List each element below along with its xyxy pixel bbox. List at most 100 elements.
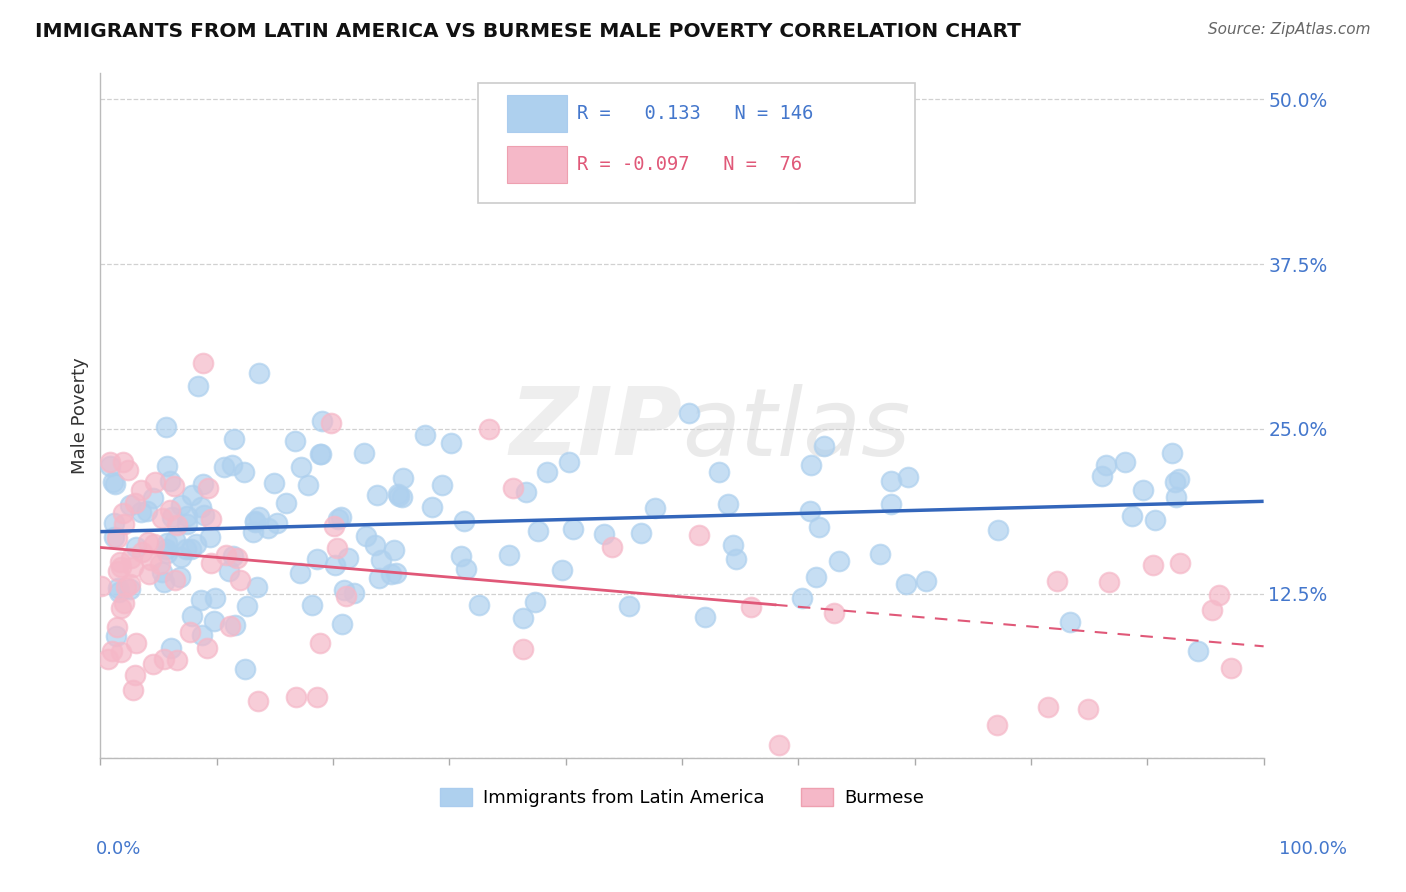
Point bbox=[512, 611, 534, 625]
Point bbox=[391, 490, 413, 504]
Point bbox=[117, 463, 139, 477]
Point bbox=[156, 459, 179, 474]
Point bbox=[319, 417, 342, 431]
Point bbox=[415, 427, 437, 442]
Point bbox=[717, 497, 740, 511]
Point bbox=[159, 502, 181, 516]
Point bbox=[382, 542, 405, 557]
Point bbox=[155, 542, 177, 557]
Point bbox=[160, 509, 183, 524]
FancyBboxPatch shape bbox=[508, 146, 567, 184]
Point bbox=[343, 586, 366, 600]
Point bbox=[166, 653, 188, 667]
Point bbox=[354, 529, 377, 543]
Point bbox=[105, 531, 128, 545]
Point bbox=[1098, 575, 1121, 590]
Point bbox=[98, 455, 121, 469]
Point bbox=[243, 514, 266, 528]
Point bbox=[197, 640, 219, 655]
Point bbox=[468, 598, 491, 612]
Point bbox=[1059, 615, 1081, 629]
Point bbox=[103, 530, 125, 544]
Point bbox=[112, 506, 135, 520]
Point bbox=[190, 500, 212, 514]
Point bbox=[335, 589, 357, 603]
Point bbox=[221, 458, 243, 472]
Point bbox=[1167, 473, 1189, 487]
Point bbox=[367, 571, 389, 585]
Point bbox=[176, 541, 198, 556]
Point bbox=[1168, 557, 1191, 571]
Point bbox=[247, 510, 270, 524]
Point bbox=[453, 514, 475, 528]
Point bbox=[98, 458, 121, 473]
Point bbox=[142, 657, 165, 672]
Point bbox=[181, 488, 204, 502]
Point bbox=[169, 570, 191, 584]
Point bbox=[1219, 660, 1241, 674]
Point bbox=[1164, 475, 1187, 489]
Point bbox=[218, 564, 240, 578]
Point bbox=[326, 541, 349, 556]
Point bbox=[121, 683, 143, 698]
Point bbox=[124, 668, 146, 682]
Point bbox=[226, 550, 249, 565]
Point bbox=[129, 504, 152, 518]
Point bbox=[478, 422, 501, 436]
Point bbox=[124, 496, 146, 510]
Point bbox=[170, 498, 193, 512]
Point bbox=[153, 575, 176, 590]
Point bbox=[103, 516, 125, 530]
Point bbox=[165, 533, 187, 547]
Point bbox=[186, 537, 208, 551]
Point bbox=[806, 570, 828, 584]
Point bbox=[1201, 603, 1223, 617]
Point bbox=[502, 481, 524, 495]
Point bbox=[536, 465, 558, 479]
Point bbox=[364, 538, 387, 552]
FancyBboxPatch shape bbox=[478, 83, 915, 203]
Point bbox=[512, 642, 534, 657]
Point bbox=[336, 551, 359, 566]
Point bbox=[330, 510, 353, 524]
Point bbox=[297, 478, 319, 492]
Point bbox=[388, 489, 411, 503]
Point bbox=[120, 498, 142, 512]
Point bbox=[166, 517, 188, 532]
Point bbox=[526, 524, 548, 538]
Point bbox=[384, 566, 406, 581]
Point bbox=[266, 516, 288, 531]
Point bbox=[787, 185, 810, 199]
Point bbox=[165, 573, 187, 587]
Point bbox=[326, 511, 349, 525]
Point bbox=[790, 591, 813, 606]
Legend: Immigrants from Latin America, Burmese: Immigrants from Latin America, Burmese bbox=[433, 780, 931, 814]
Point bbox=[807, 520, 830, 534]
Point bbox=[256, 521, 278, 535]
Point bbox=[1091, 468, 1114, 483]
Point bbox=[120, 550, 142, 565]
Point bbox=[450, 549, 472, 564]
Text: 100.0%: 100.0% bbox=[1279, 840, 1347, 858]
Point bbox=[430, 478, 453, 492]
Point bbox=[131, 545, 153, 559]
Point bbox=[105, 629, 128, 643]
Point bbox=[142, 491, 165, 506]
Point bbox=[143, 537, 166, 551]
Point bbox=[557, 455, 579, 469]
Point bbox=[247, 694, 270, 708]
Point bbox=[387, 487, 409, 501]
Point bbox=[1208, 588, 1230, 602]
Point bbox=[181, 609, 204, 624]
Point bbox=[1164, 490, 1187, 504]
Point bbox=[212, 459, 235, 474]
Point bbox=[551, 563, 574, 577]
Point bbox=[880, 474, 903, 488]
Point bbox=[333, 583, 356, 598]
Point bbox=[263, 475, 285, 490]
Point bbox=[678, 406, 700, 420]
Point bbox=[107, 581, 129, 595]
Point bbox=[879, 497, 901, 511]
Point bbox=[219, 619, 242, 633]
Point bbox=[214, 548, 236, 562]
